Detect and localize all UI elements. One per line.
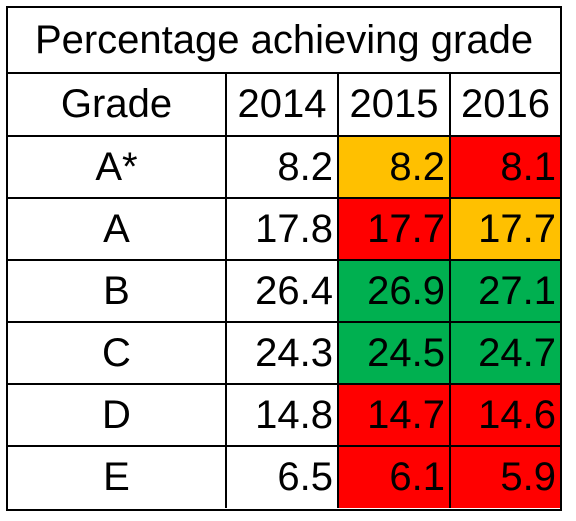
table-title: Percentage achieving grade [8, 8, 560, 74]
grade-cell: E [8, 445, 227, 508]
value-cell-2016: 27.1 [449, 259, 560, 323]
value-cell-2016: 8.1 [449, 135, 560, 199]
table-row: B 26.4 26.9 27.1 [8, 259, 560, 323]
grade-table-container: Percentage achieving grade Grade 2014 20… [6, 6, 562, 511]
table-row: C 24.3 24.5 24.7 [8, 321, 560, 385]
header-grade: Grade [8, 74, 227, 137]
value-cell-2014: 14.8 [225, 383, 339, 447]
value-cell-2014: 17.8 [225, 197, 339, 261]
table-row: A 17.8 17.7 17.7 [8, 197, 560, 261]
table-row: A* 8.2 8.2 8.1 [8, 135, 560, 199]
header-row: Grade 2014 2015 2016 [8, 74, 560, 137]
value-cell-2015: 24.5 [337, 321, 451, 385]
value-cell-2016: 14.6 [449, 383, 560, 447]
value-cell-2016: 17.7 [449, 197, 560, 261]
value-cell-2015: 6.1 [337, 445, 451, 508]
value-cell-2014: 26.4 [225, 259, 339, 323]
value-cell-2014: 8.2 [225, 135, 339, 199]
header-2016: 2016 [449, 74, 560, 137]
value-cell-2016: 24.7 [449, 321, 560, 385]
table-row: D 14.8 14.7 14.6 [8, 383, 560, 447]
value-cell-2015: 14.7 [337, 383, 451, 447]
header-2015: 2015 [337, 74, 451, 137]
grade-cell: B [8, 259, 227, 323]
grade-cell: D [8, 383, 227, 447]
grade-cell: C [8, 321, 227, 385]
value-cell-2014: 6.5 [225, 445, 339, 508]
value-cell-2016: 5.9 [449, 445, 560, 508]
value-cell-2015: 8.2 [337, 135, 451, 199]
grade-cell: A [8, 197, 227, 261]
value-cell-2015: 26.9 [337, 259, 451, 323]
value-cell-2014: 24.3 [225, 321, 339, 385]
value-cell-2015: 17.7 [337, 197, 451, 261]
grade-table: Grade 2014 2015 2016 A* 8.2 8.2 8.1 A 17.8 17.… [8, 74, 560, 508]
header-2014: 2014 [225, 74, 339, 137]
table-row: E 6.5 6.1 5.9 [8, 445, 560, 508]
grade-cell: A* [8, 135, 227, 199]
